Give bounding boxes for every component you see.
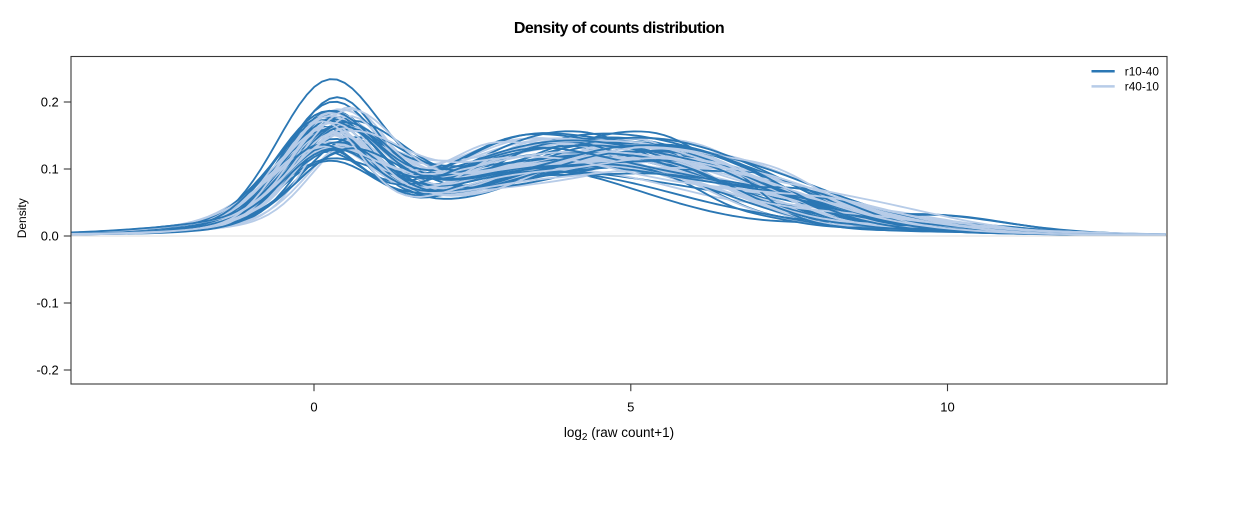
svg-text:5: 5 (627, 400, 634, 415)
svg-text:r10-40: r10-40 (1125, 64, 1160, 78)
svg-text:Density of counts distribution: Density of counts distribution (514, 20, 724, 37)
svg-text:-0.1: -0.1 (36, 296, 58, 311)
svg-text:0: 0 (310, 400, 317, 415)
svg-text:0.2: 0.2 (41, 95, 59, 110)
svg-text:log2 (raw count+1): log2 (raw count+1) (564, 425, 674, 443)
svg-text:0.1: 0.1 (41, 162, 59, 177)
svg-text:10: 10 (940, 400, 954, 415)
svg-text:r40-10: r40-10 (1125, 80, 1160, 94)
svg-text:-0.2: -0.2 (36, 363, 58, 378)
svg-text:Density: Density (15, 198, 29, 238)
svg-text:0.0: 0.0 (41, 229, 59, 244)
